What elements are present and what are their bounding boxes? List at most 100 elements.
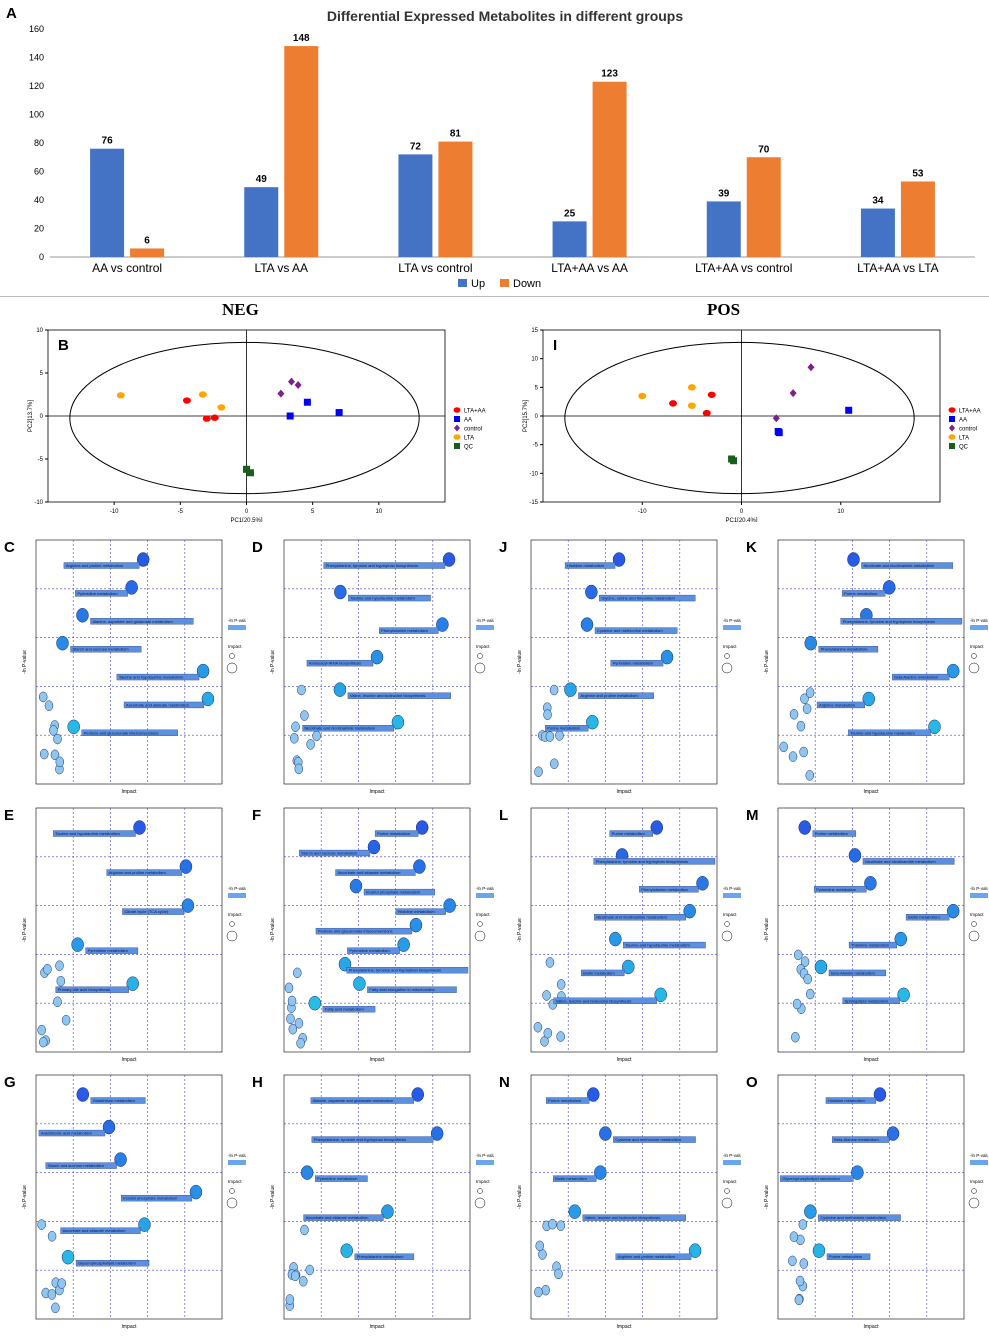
- pathway-bubble: [49, 725, 58, 736]
- pathway-label: Phenylalanine, tyrosine and tryptophan b…: [326, 563, 418, 568]
- legend-title-p: -ln P-value: [723, 886, 741, 891]
- legend-marker: [949, 416, 955, 422]
- pathway-bubble: [300, 1165, 314, 1180]
- pathway-label: Phenylalanine, tyrosine and tryptophan b…: [843, 619, 935, 624]
- y-tick-label: 15: [531, 328, 538, 334]
- pathway-label: Ascorbate and aldarate metabolism: [63, 1228, 127, 1233]
- y-axis-label: -ln P-value: [517, 650, 523, 674]
- pathway-bubble: [556, 1031, 565, 1042]
- point-aa: [286, 412, 294, 420]
- pathway-label: Cysteine and methionine metabolism: [615, 1137, 681, 1142]
- x-tick-label: LTA+AA vs LTA: [857, 261, 938, 275]
- pathway-panel-o: O Impact -ln P-value Histidine metabolism Be…: [746, 1074, 988, 1330]
- pathway-bubble: [37, 1219, 46, 1230]
- pathway-label-box: [90, 618, 194, 625]
- pathway-label-box: [582, 1214, 686, 1221]
- x-tick-label: 0: [740, 509, 744, 515]
- pathway-label-box: [841, 590, 886, 597]
- x-axis-label: Impact: [616, 789, 632, 795]
- bar-down: [438, 141, 473, 257]
- pathway-bubble: [795, 1275, 805, 1287]
- data-label: 76: [102, 136, 114, 147]
- pathway-label-box: [60, 1227, 141, 1234]
- x-tick-label: 10: [837, 509, 844, 515]
- pathway-label-box: [121, 1194, 193, 1202]
- pathway-label: Taurine and hypotaurine metabolism: [350, 596, 415, 601]
- y-tick-label: 0: [39, 252, 44, 262]
- legend-colorbar: [723, 625, 741, 630]
- pathway-label: Pyrimidine metabolism: [88, 948, 129, 953]
- x-tick-label: -5: [178, 509, 184, 515]
- pathway-bubble: [43, 964, 52, 975]
- pathway-label: Arginine metabolism: [819, 702, 856, 707]
- pathway-label-box: [862, 858, 955, 865]
- legend-colorbar: [476, 625, 494, 630]
- pathway-bubble: [800, 956, 810, 967]
- x-axis-label: Impact: [369, 789, 385, 795]
- legend-colorbar: [970, 893, 988, 898]
- legend-title-p: -ln P-value: [228, 1153, 246, 1158]
- pathway-bubble: [201, 691, 215, 707]
- pathway-bubble: [568, 1204, 582, 1219]
- pathway-bubble: [873, 1087, 887, 1102]
- point-lta+aa: [202, 415, 211, 422]
- y-axis-label: -ln P-value: [764, 1185, 770, 1209]
- pathway-bubble: [928, 719, 941, 735]
- pathway-bubble: [804, 1204, 817, 1219]
- pathway-label: Purine metabolism: [844, 591, 878, 596]
- pathway-label: Purine metabolism: [548, 1098, 582, 1103]
- y-axis-label: -ln P-value: [270, 650, 276, 674]
- pathway-bubble: [381, 1204, 394, 1219]
- pathway-label-box: [302, 725, 395, 732]
- pathway-label-box: [639, 886, 699, 893]
- pathway-bubble: [397, 937, 410, 952]
- legend-marker: [948, 407, 956, 413]
- pathway-label-box: [53, 830, 136, 837]
- pathway-label-box: [310, 1097, 414, 1104]
- point-aa: [303, 398, 311, 406]
- pathway-label-box: [379, 627, 439, 634]
- pathway-label-box: [123, 701, 205, 709]
- pathway-label-box: [610, 659, 664, 667]
- pathway-bubble: [53, 996, 62, 1008]
- pathway-bubble: [799, 1258, 809, 1269]
- pathway-label-box: [70, 646, 142, 653]
- pathway-label: Cysteine and methionine metabolism: [820, 1215, 886, 1220]
- y-axis-label: -ln P-value: [764, 650, 770, 674]
- pathway-bubble: [779, 741, 788, 753]
- bar-chart-a: Differential Expressed Metabolites in di…: [29, 8, 975, 290]
- y-tick-label: 10: [36, 328, 43, 334]
- pathway-panel-g: G Impact -ln P-value Glutathione metabolism…: [4, 1074, 246, 1330]
- point-control: [772, 414, 780, 423]
- pathway-label: Ascorbate and aldarate metabolism: [126, 702, 190, 707]
- y-tick-label: -5: [533, 443, 539, 449]
- pathway-label: Pentose and glucuronate interconversions: [84, 730, 159, 735]
- y-axis-label: -ln P-value: [517, 1185, 523, 1209]
- confidence-ellipse: [564, 341, 915, 495]
- legend-colorbar: [723, 893, 741, 898]
- chart-a-title: Differential Expressed Metabolites in di…: [327, 8, 684, 24]
- pathway-bubble: [50, 749, 60, 761]
- pathway-label-box: [615, 1253, 692, 1260]
- pathway-label-box: [905, 914, 950, 921]
- pathway-bubble: [864, 876, 877, 891]
- y-tick-label: 20: [34, 224, 44, 234]
- plot-frame: [777, 807, 965, 1053]
- pathway-label-box: [861, 562, 954, 569]
- y-axis-label: -ln P-value: [22, 650, 28, 674]
- pathway-bubble: [291, 1270, 300, 1282]
- legend-swatch-up: [458, 279, 467, 287]
- pathway-bubble: [804, 635, 817, 651]
- pathway-bubble: [543, 1027, 553, 1039]
- pathway-label-box: [578, 692, 654, 699]
- pathway-panel-m: M Impact -ln P-value Purine metabolism Nicot…: [746, 807, 988, 1063]
- pathway-label-box: [594, 627, 678, 634]
- pathway-label: Glycine, serine and threonine metabolism: [601, 596, 675, 601]
- pathway-bubble: [587, 1087, 600, 1102]
- x-tick-label: LTA+AA vs control: [695, 261, 792, 275]
- pathway-bubble: [545, 731, 555, 742]
- point-lta: [687, 384, 696, 391]
- pathway-bubble: [550, 758, 559, 770]
- pathway-panel-j: J Impact -ln P-value Histidine metabolism Gl…: [499, 539, 741, 795]
- pathway-bubble: [334, 584, 347, 600]
